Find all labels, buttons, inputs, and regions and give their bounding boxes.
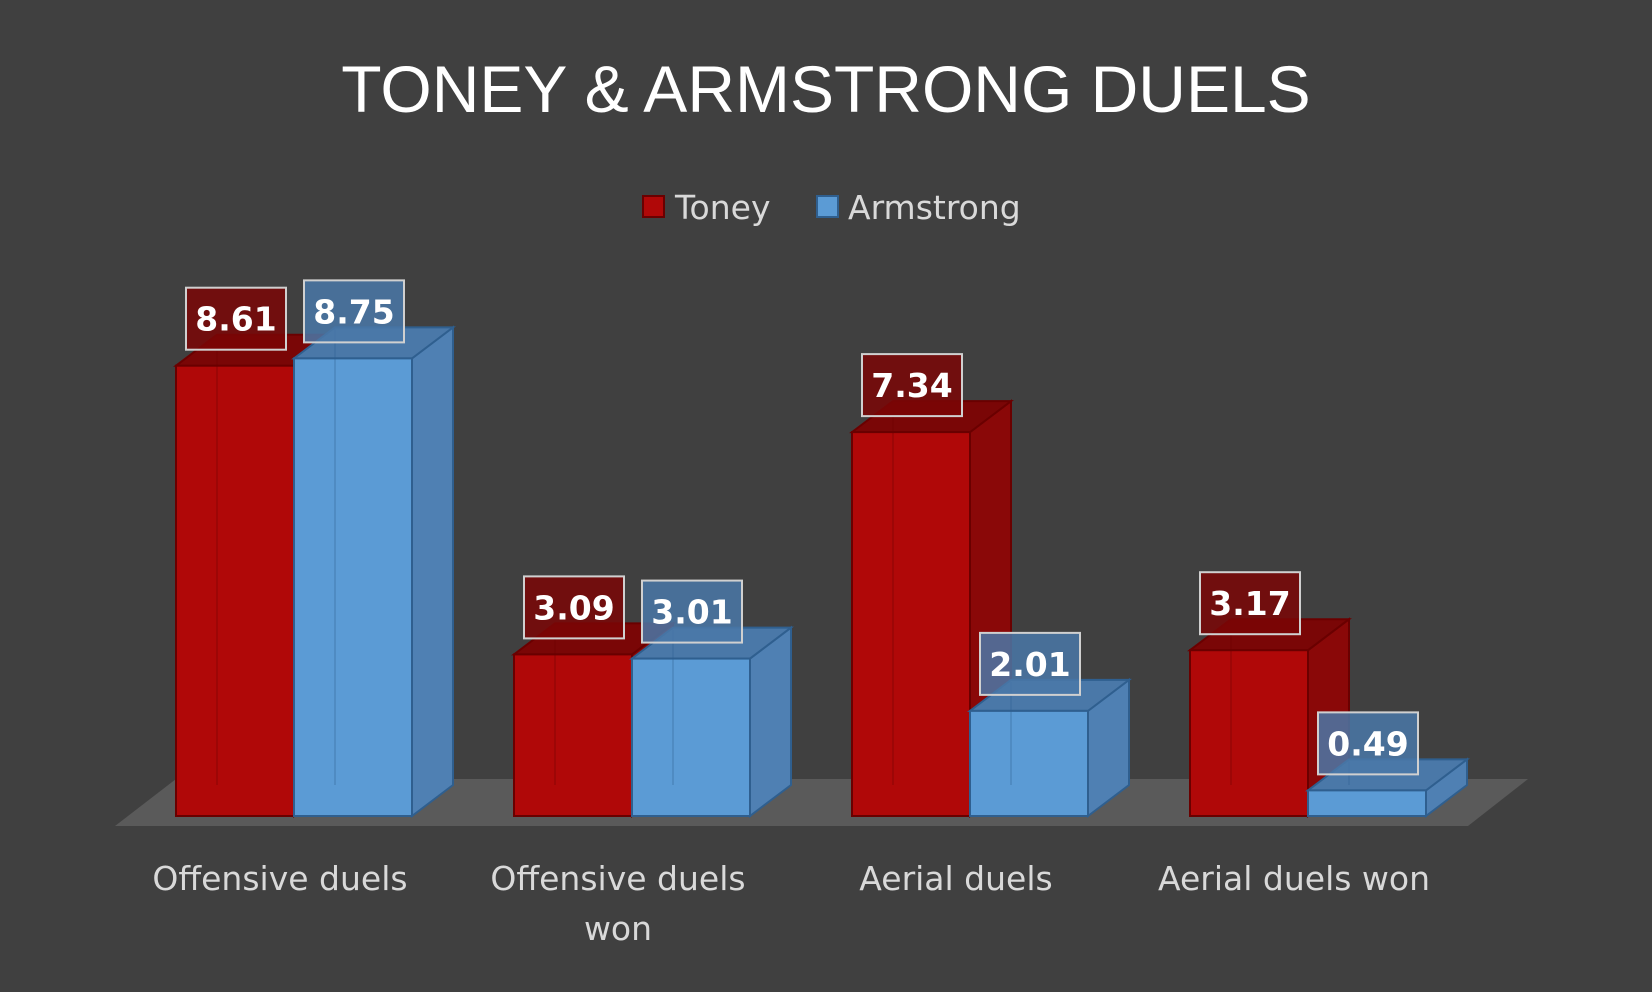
legend-label-toney: Toney — [674, 188, 771, 227]
bar-side-face — [411, 325, 454, 819]
category-label-aerial-duels: Aerial duels — [859, 859, 1052, 898]
bar-front-face — [631, 657, 751, 818]
legend-swatch-armstrong — [816, 195, 839, 218]
bar-front-face — [1307, 789, 1427, 817]
chart-title: TONEY & ARMSTRONG DUELS — [341, 52, 1310, 126]
data-label-box — [1317, 711, 1419, 776]
data-label-toney-aerial-duels: 7.34 — [861, 353, 963, 418]
data-label-box — [185, 286, 287, 351]
bar-front-face — [175, 364, 295, 817]
bar-armstrong-offensive-duels-won — [629, 625, 794, 819]
data-labels-group: 8.61 8.75 3.09 3.01 7.34 2.01 3.17 0.49 — [185, 279, 1419, 776]
data-label-value: 0.49 — [1327, 724, 1408, 763]
data-label-toney-aerial-duels-won: 3.17 — [1199, 571, 1301, 636]
bar-front-face — [513, 653, 633, 817]
category-label-aerial-duels-won: Aerial duels won — [1158, 859, 1430, 898]
data-label-value: 3.09 — [533, 588, 614, 627]
data-label-armstrong-offensive-duels: 8.75 — [303, 279, 405, 344]
bar-side-face — [749, 625, 792, 819]
legend-label-armstrong: Armstrong — [848, 188, 1021, 227]
data-label-box — [1199, 571, 1301, 636]
chart-floor — [115, 779, 1528, 826]
data-label-box — [523, 575, 625, 640]
data-label-value: 3.01 — [651, 593, 732, 632]
data-label-value: 8.61 — [195, 300, 276, 339]
data-label-box — [861, 353, 963, 418]
category-label-offensive-duels: Offensive duels — [152, 859, 407, 898]
bar-front-face — [293, 357, 413, 817]
data-label-toney-offensive-duels-won: 3.09 — [523, 575, 625, 640]
bar-armstrong-aerial-duels — [967, 677, 1132, 819]
data-label-box — [641, 579, 743, 644]
data-label-toney-offensive-duels: 8.61 — [185, 286, 287, 351]
data-label-armstrong-offensive-duels-won: 3.01 — [641, 579, 743, 644]
category-labels-group: Offensive duels Offensive duels won Aerial … — [152, 859, 1430, 948]
data-label-box — [979, 631, 1081, 696]
bar-front-face — [1189, 649, 1309, 817]
data-label-armstrong-aerial-duels: 2.01 — [979, 631, 1081, 696]
data-label-box — [303, 279, 405, 344]
bar-front-face — [851, 431, 971, 817]
bar-front-face — [969, 709, 1089, 818]
category-label-offensive-duels-won-line-2: won — [584, 909, 652, 948]
legend: Toney Armstrong — [642, 188, 1021, 227]
data-label-value: 3.17 — [1209, 584, 1290, 623]
category-label-offensive-duels-won-line-1: Offensive duels — [490, 859, 745, 898]
data-label-value: 2.01 — [989, 645, 1070, 684]
data-label-value: 8.75 — [313, 292, 394, 331]
data-label-armstrong-aerial-duels-won: 0.49 — [1317, 711, 1419, 776]
data-label-value: 7.34 — [871, 366, 952, 405]
bar-armstrong-offensive-duels — [291, 325, 456, 819]
legend-swatch-toney — [642, 195, 665, 218]
